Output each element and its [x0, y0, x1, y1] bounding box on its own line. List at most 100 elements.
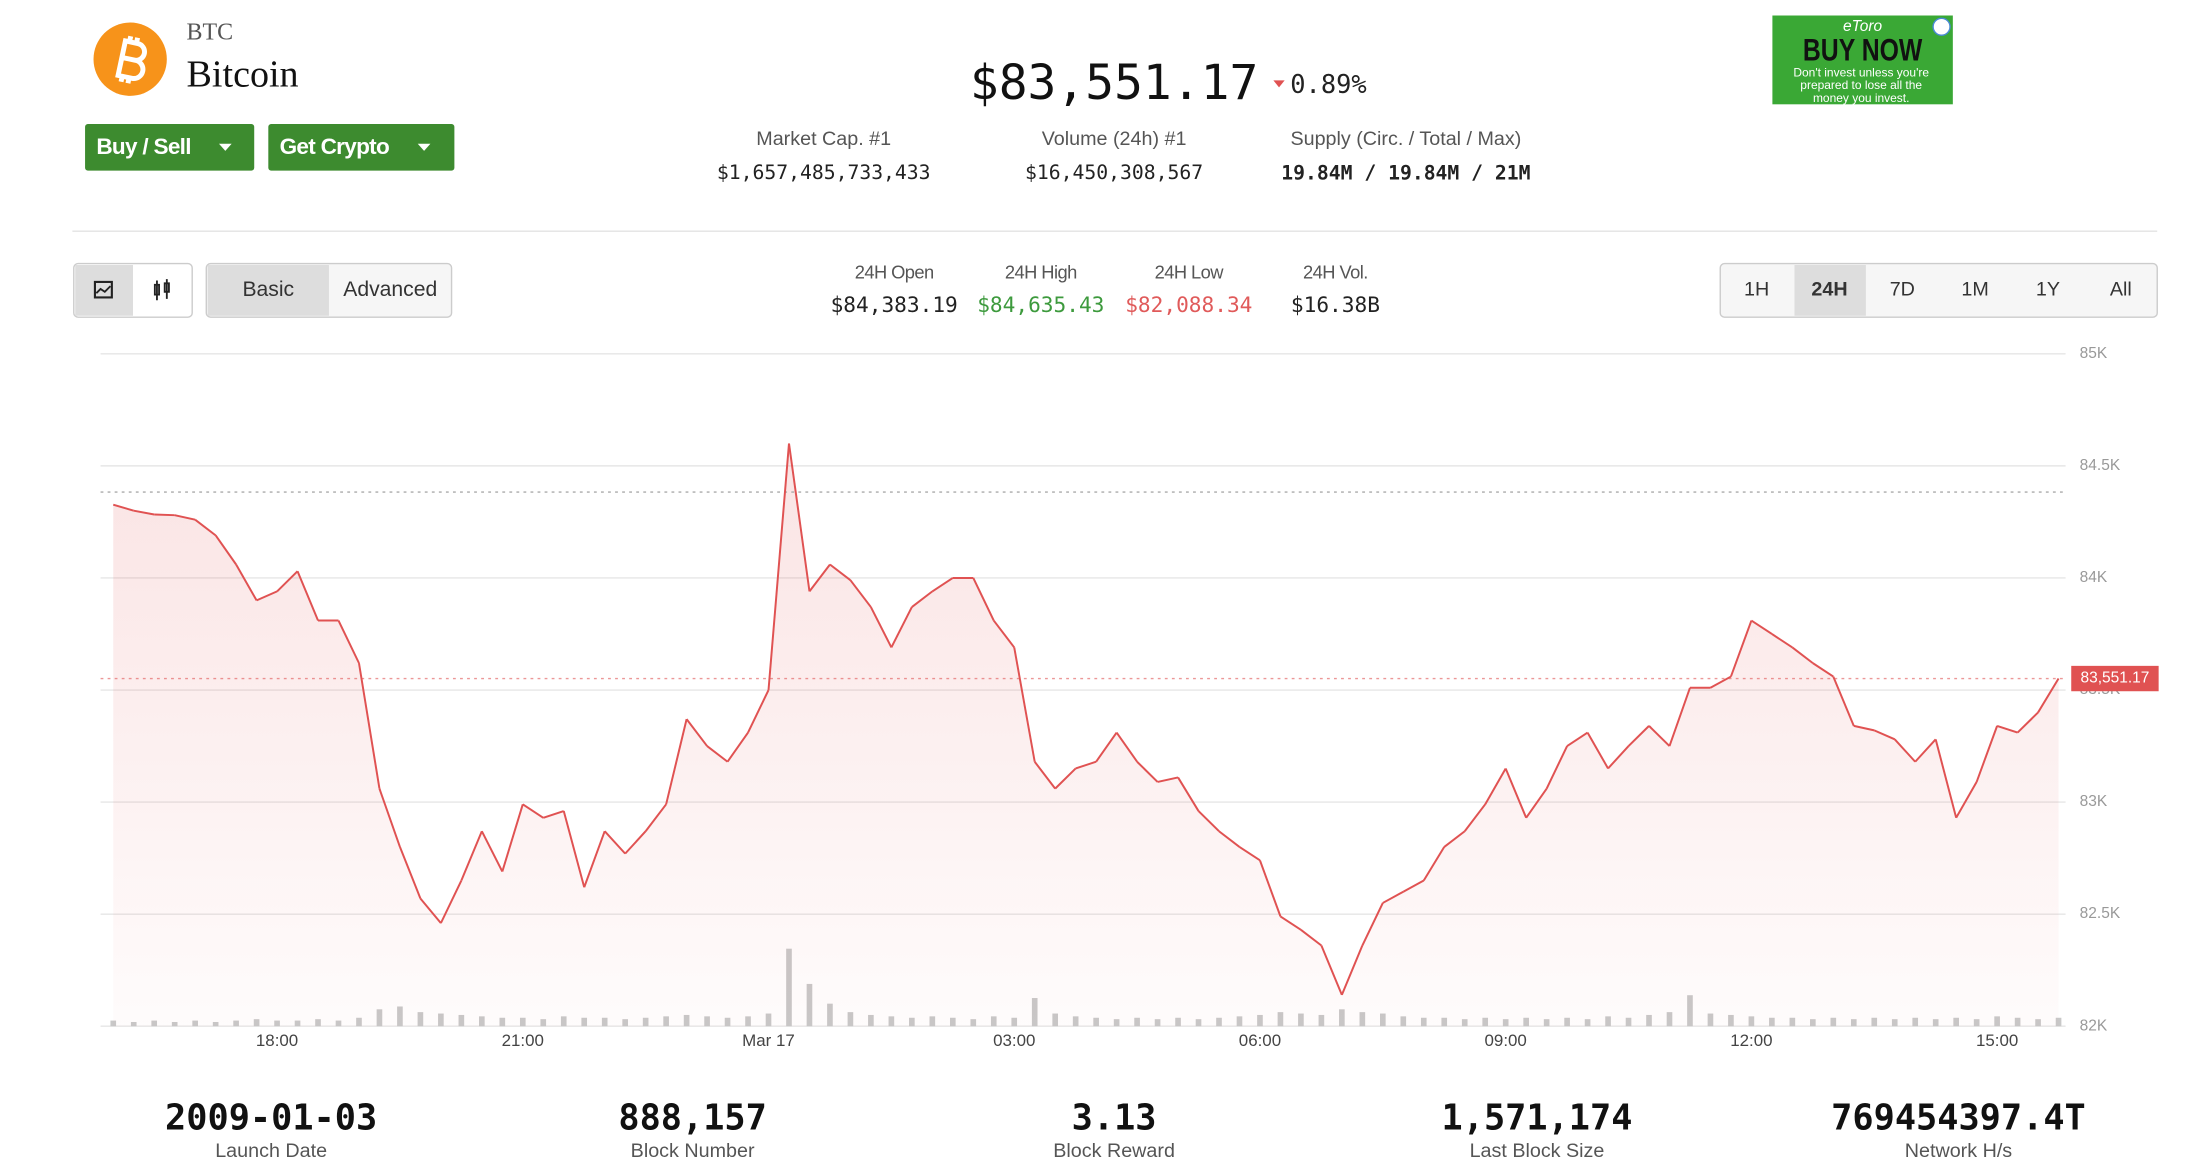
- day-stat-value: $82,088.34: [1125, 292, 1252, 317]
- price-change: 0.89%: [1290, 69, 1366, 99]
- price-line-segment: [235, 564, 258, 601]
- day-stat-label: 24H Vol.: [1303, 261, 1368, 282]
- price-line-segment: [890, 606, 913, 648]
- day-stat-value: $84,383.19: [831, 292, 958, 317]
- price-line-segment: [1115, 732, 1138, 763]
- price-line-segment: [583, 830, 606, 888]
- chart-type-toggle[interactable]: [73, 262, 193, 318]
- price-line-segment: [767, 443, 790, 691]
- x-tick-label: 15:00: [1976, 1031, 2018, 1050]
- price-line-segment: [522, 803, 544, 819]
- price-line-segment: [460, 830, 483, 881]
- stat-value: $16,450,308,567: [1025, 161, 1203, 184]
- price-line-segment: [1914, 738, 1937, 763]
- tab-active: [207, 265, 329, 316]
- footer-value: 769454397.4T: [1831, 1097, 2086, 1138]
- price-line-segment: [1545, 745, 1568, 790]
- x-tick-label: 21:00: [502, 1031, 544, 1050]
- supply-values: 19.84M / 19.84M / 21M: [1281, 161, 1530, 184]
- day-stat-label: 24H Low: [1155, 261, 1225, 282]
- price-line-segment: [1975, 725, 1999, 783]
- day-stat-value: $16.38B: [1291, 292, 1380, 317]
- price-line-segment: [1607, 745, 1630, 770]
- price-line-segment: [1402, 879, 1425, 893]
- price-line-segment: [112, 503, 135, 512]
- price-line-segment: [1812, 662, 1834, 678]
- coin-symbol: BTC: [187, 19, 234, 45]
- supply-max: 21M: [1495, 161, 1531, 184]
- ad-banner[interactable]: eToro BUY NOW Don't invest unless you're…: [1772, 15, 1953, 105]
- price-line-segment: [1054, 767, 1077, 790]
- price-line-segment: [849, 579, 872, 608]
- tab[interactable]: Advanced: [343, 278, 437, 301]
- line-icon: [93, 280, 113, 299]
- price-line-segment: [870, 606, 893, 648]
- stat-value: $1,657,485,733,433: [717, 161, 931, 184]
- price-line-segment: [788, 443, 811, 592]
- price-line-segment: [1075, 760, 1097, 770]
- price-line-segment: [542, 810, 565, 819]
- footer-label: Block Reward: [1053, 1140, 1175, 1162]
- range-button[interactable]: 1H: [1744, 279, 1769, 301]
- supply-circ: 19.84M: [1281, 161, 1352, 184]
- x-tick-label: 09:00: [1485, 1031, 1527, 1050]
- price-line-segment: [747, 689, 770, 734]
- price-line-segment: [1771, 633, 1793, 649]
- y-tick-label: 82.5K: [2080, 905, 2121, 922]
- price-line-segment: [992, 619, 1016, 649]
- price-line-segment: [480, 830, 504, 873]
- price-line-segment: [562, 810, 586, 888]
- price-line-segment: [154, 513, 175, 517]
- range-button[interactable]: 24H: [1811, 279, 1847, 301]
- x-tick-label: 06:00: [1239, 1031, 1281, 1050]
- price-line-segment: [1566, 731, 1589, 747]
- y-tick-label: 84.5K: [2080, 457, 2121, 474]
- price-line-segment: [337, 620, 360, 664]
- price-line-segment: [1627, 725, 1650, 747]
- price-line-segment: [1484, 767, 1507, 805]
- stat-label: Supply (Circ. / Total / Max): [1290, 128, 1521, 150]
- price-line-segment: [214, 534, 237, 566]
- caret: [218, 143, 232, 151]
- coin-glyph: [115, 35, 147, 84]
- price-line-segment: [358, 662, 381, 789]
- line-icon: [95, 285, 112, 294]
- price-line-segment: [1013, 647, 1036, 762]
- last-price-label: 83,551.17: [2080, 670, 2149, 687]
- range-button[interactable]: 7D: [1890, 279, 1915, 301]
- range-button[interactable]: 1Y: [2036, 279, 2060, 301]
- price-line-segment: [1853, 724, 1875, 732]
- y-tick-label: 82K: [2080, 1017, 2108, 1034]
- y-tick-label: 83K: [2080, 793, 2108, 810]
- price-line-segment: [1320, 945, 1343, 996]
- caret: [417, 143, 431, 151]
- day-stat-label: 24H High: [1005, 261, 1077, 282]
- price-line-segment: [1197, 810, 1220, 832]
- button-bg: [85, 124, 255, 171]
- price-line-segment: [378, 788, 401, 848]
- last-price-tag: [2071, 665, 2159, 692]
- buy-button[interactable]: Buy / Sell: [85, 124, 255, 171]
- tab[interactable]: Basic: [242, 278, 294, 301]
- price-line-segment: [1095, 732, 1118, 763]
- get-crypto-button[interactable]: Get Crypto: [268, 124, 455, 171]
- price-line-segment: [501, 804, 524, 872]
- price-line-segment: [665, 718, 688, 805]
- ad-disclaimer: prepared to lose all the: [1800, 78, 1922, 92]
- price-line-segment: [2037, 678, 2060, 713]
- range-button[interactable]: 1M: [1961, 279, 1988, 301]
- price-line-segment: [439, 880, 463, 924]
- price-line-segment: [808, 563, 831, 592]
- y-tick-label: 84K: [2080, 569, 2108, 586]
- down-arrow: [1273, 80, 1285, 88]
- price-line-segment: [399, 846, 422, 899]
- price-line-segment: [2016, 711, 2039, 734]
- stat-label: Market Cap. #1: [756, 128, 891, 150]
- price-line-segment: [1259, 860, 1282, 917]
- supply-total: 19.84M: [1388, 161, 1459, 184]
- range-button[interactable]: All: [2110, 279, 2132, 301]
- price-line-segment: [685, 718, 708, 747]
- price-line-segment: [1300, 929, 1322, 947]
- price-line-segment: [726, 732, 749, 763]
